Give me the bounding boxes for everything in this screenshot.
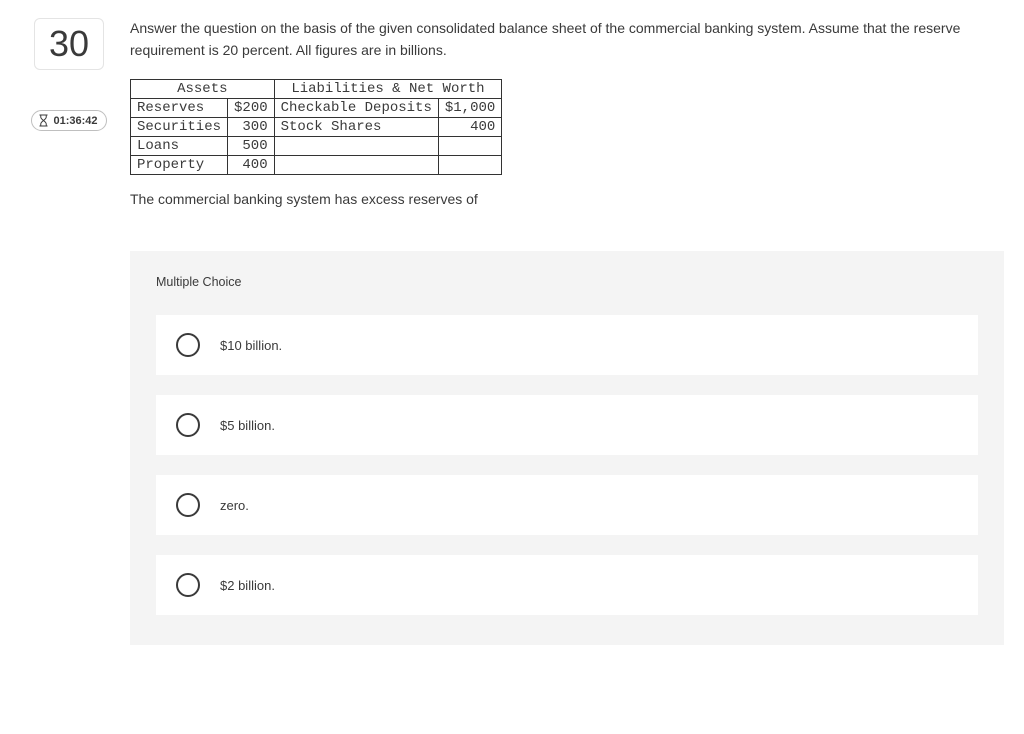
timer-value: 01:36:42: [53, 115, 97, 127]
mc-option[interactable]: $2 billion.: [156, 555, 978, 615]
radio-icon: [176, 573, 200, 597]
hourglass-icon: [38, 114, 49, 127]
question-number-box: 30: [34, 18, 104, 70]
mc-option[interactable]: zero.: [156, 475, 978, 535]
table-cell: [274, 137, 438, 156]
table-cell: [438, 137, 501, 156]
table-cell: Securities: [131, 118, 228, 137]
right-column: Answer the question on the basis of the …: [124, 18, 1010, 645]
mc-option[interactable]: $5 billion.: [156, 395, 978, 455]
question-followup: The commercial banking system has excess…: [130, 191, 1004, 207]
table-cell: $1,000: [438, 99, 501, 118]
mc-option-label: $2 billion.: [220, 578, 275, 593]
balance-sheet-table: Assets Liabilities & Net Worth Reserves …: [130, 79, 502, 175]
table-cell: 500: [228, 137, 275, 156]
table-cell: Reserves: [131, 99, 228, 118]
table-cell: 400: [228, 156, 275, 175]
table-cell: 400: [438, 118, 501, 137]
table-cell: Stock Shares: [274, 118, 438, 137]
radio-icon: [176, 413, 200, 437]
table-cell: $200: [228, 99, 275, 118]
question-prompt: Answer the question on the basis of the …: [130, 18, 1004, 61]
mc-option-label: $5 billion.: [220, 418, 275, 433]
assets-header: Assets: [131, 80, 275, 99]
mc-option-label: zero.: [220, 498, 249, 513]
table-cell: 300: [228, 118, 275, 137]
mc-option[interactable]: $10 billion.: [156, 315, 978, 375]
radio-icon: [176, 333, 200, 357]
liabilities-header: Liabilities & Net Worth: [274, 80, 502, 99]
timer-pill: 01:36:42: [31, 110, 106, 131]
question-number: 30: [49, 23, 89, 65]
table-cell: Loans: [131, 137, 228, 156]
radio-icon: [176, 493, 200, 517]
mc-option-label: $10 billion.: [220, 338, 282, 353]
table-cell: [274, 156, 438, 175]
table-cell: Property: [131, 156, 228, 175]
table-cell: Checkable Deposits: [274, 99, 438, 118]
mc-heading: Multiple Choice: [156, 275, 978, 289]
left-column: 30 01:36:42: [14, 18, 124, 645]
multiple-choice-panel: Multiple Choice $10 billion. $5 billion.…: [130, 251, 1004, 645]
table-cell: [438, 156, 501, 175]
